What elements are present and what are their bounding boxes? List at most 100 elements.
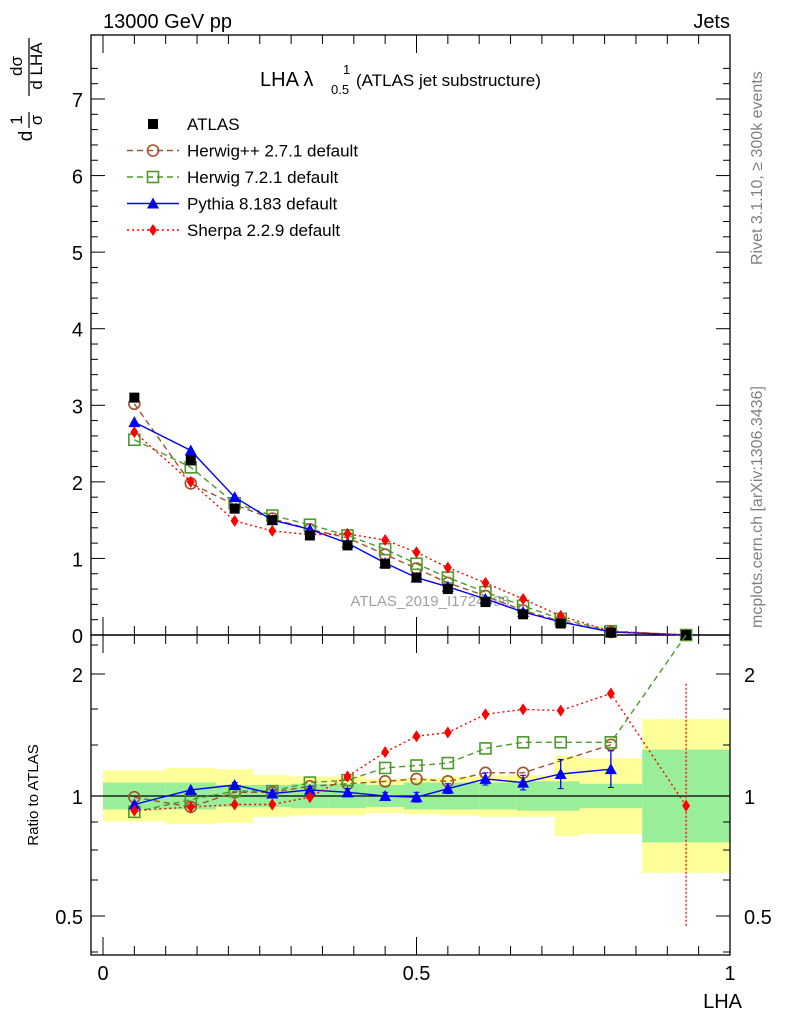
- sherpa-point: [343, 770, 352, 783]
- data-point: [555, 618, 566, 629]
- main-series: [128, 392, 693, 642]
- data-point: [605, 627, 616, 638]
- legend-label: Pythia 8.183 default: [187, 195, 338, 214]
- sherpa-point: [682, 799, 691, 812]
- sherpa-point: [519, 703, 528, 716]
- y-tick-label: 6: [72, 167, 83, 189]
- ratio-tick-label-right: 2: [744, 665, 755, 687]
- chart-title-suffix: (ATLAS jet substructure): [356, 71, 541, 90]
- legend-label: Herwig 7.2.1 default: [187, 168, 338, 187]
- pythia-point: [184, 444, 197, 456]
- herwig7-point: [378, 761, 392, 775]
- sherpa-point: [381, 534, 390, 547]
- herwigpp-point: [410, 772, 423, 786]
- ratio-line: [134, 692, 687, 812]
- y-tick-label: 3: [72, 396, 83, 418]
- pythia-point: [441, 782, 454, 794]
- data-point: [304, 530, 315, 541]
- y-tick-label: 4: [72, 320, 83, 342]
- herwig7-point: [441, 756, 455, 770]
- sherpa-point: [230, 798, 239, 811]
- y-tick-label: 1: [72, 549, 83, 571]
- data-point: [148, 119, 158, 129]
- chart-title-main: LHA λ: [260, 69, 313, 91]
- herwig7-point: [516, 736, 530, 749]
- data-point: [480, 597, 491, 608]
- herwigpp-point: [378, 775, 392, 788]
- pythia-point: [266, 787, 279, 799]
- watermark-text: ATLAS_2019_I1724098: [350, 593, 509, 610]
- chart-title-sub: 0.5: [331, 82, 349, 97]
- y-tick-label: 5: [72, 243, 83, 265]
- legend-label: Herwig++ 2.7.1 default: [187, 142, 358, 161]
- data-point: [681, 630, 692, 640]
- sherpa-point: [381, 746, 390, 759]
- series-line: [133, 431, 687, 636]
- pythia-point: [228, 779, 241, 791]
- y-tick-label: 2: [72, 473, 83, 495]
- data-point: [411, 572, 422, 583]
- ratio-line: [134, 634, 687, 813]
- sherpa-point: [186, 475, 195, 488]
- sherpa-point: [606, 687, 615, 700]
- herwigpp-point: [146, 144, 160, 157]
- sherpa-point: [343, 527, 352, 540]
- ratio-tick-label: 1: [72, 787, 83, 809]
- sherpa-point: [412, 730, 421, 743]
- data-point: [380, 558, 391, 569]
- rivet-label: Rivet 3.1.10, ≥ 300k events: [749, 71, 766, 265]
- pythia-point: [604, 763, 617, 775]
- chart-title-sup: 1: [343, 62, 350, 77]
- sherpa-point: [149, 224, 157, 236]
- ratio-series: [128, 634, 691, 928]
- sherpa-point: [268, 524, 277, 537]
- herwig7-point: [604, 736, 618, 749]
- sherpa-point: [130, 804, 139, 817]
- sherpa-point: [412, 546, 421, 559]
- sherpa-point: [305, 791, 314, 804]
- herwig7-point: [410, 759, 423, 772]
- plot-frames: [90, 34, 731, 956]
- y-axis-label-lead-num: 1: [7, 115, 26, 124]
- series-line: [133, 421, 687, 636]
- herwig7-point: [554, 736, 568, 749]
- series-line: [133, 439, 687, 636]
- sherpa-point: [130, 426, 139, 439]
- ratio-axis-label: Ratio to ATLAS: [25, 744, 42, 845]
- sherpa-point: [481, 576, 490, 589]
- sherpa-point: [443, 561, 452, 574]
- data-point: [229, 503, 240, 514]
- pythia-point: [303, 783, 316, 795]
- y-axis-label-frac-num: dσ: [7, 56, 26, 76]
- watermark: ATLAS_2019_I1724098: [350, 593, 509, 610]
- mcplots-label: mcplots.cern.ch [arXiv:1306.3436]: [749, 386, 766, 628]
- sherpa-point: [443, 726, 452, 739]
- sherpa-point: [230, 514, 239, 527]
- ratio-tick-label-right: 1: [744, 787, 755, 809]
- pythia-point: [128, 416, 141, 428]
- ratio-tick-label-right: 0.5: [744, 907, 772, 929]
- x-tick-label: 1: [724, 963, 735, 985]
- herwig7-point: [479, 742, 492, 755]
- header-category: Jets: [693, 11, 730, 33]
- pythia-point: [410, 791, 423, 803]
- sherpa-point: [556, 704, 565, 717]
- y-axis-label: d 1 σ dσ d LHA: [7, 38, 46, 141]
- chart-title: LHA λ 1 0.5 (ATLAS jet substructure): [260, 62, 541, 97]
- pythia-point: [147, 197, 159, 209]
- ratio-tick-label: 0.5: [55, 907, 83, 929]
- legend: ATLAS Herwig++ 2.7.1 default Herwig 7.2.1 …: [127, 115, 358, 240]
- y-tick-label: 7: [72, 90, 83, 112]
- y-axis-label-lead-den: σ: [27, 114, 46, 125]
- x-tick-label: 0.5: [403, 963, 431, 985]
- pythia-point: [228, 491, 241, 503]
- sherpa-point: [186, 800, 195, 813]
- data-point: [342, 540, 353, 551]
- pythia-point: [341, 786, 354, 798]
- x-axis-label: LHA: [703, 991, 743, 1013]
- pythia-point: [517, 776, 530, 788]
- data-point: [185, 455, 196, 466]
- y-tick-label: 0: [72, 626, 83, 648]
- y-axis-label-lead-d: d: [16, 131, 37, 142]
